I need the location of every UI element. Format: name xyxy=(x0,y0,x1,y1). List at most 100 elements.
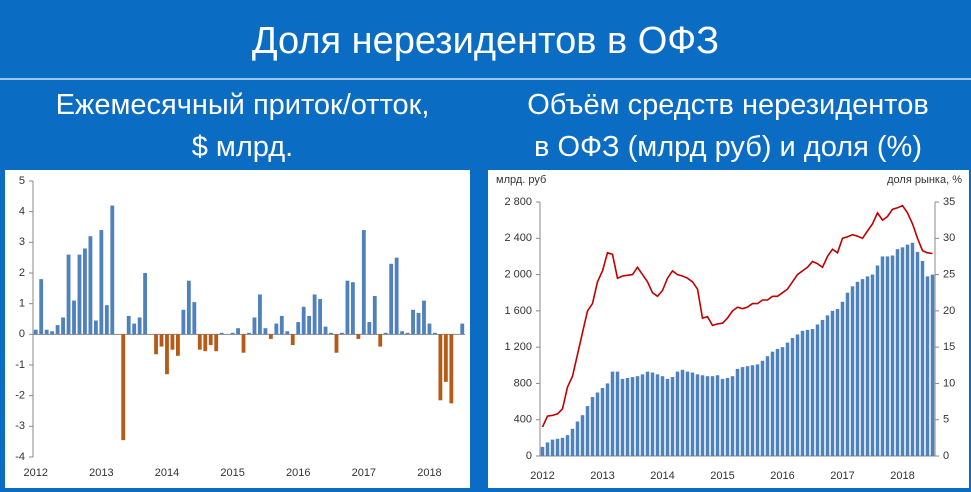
bar xyxy=(740,367,745,456)
bar xyxy=(930,274,935,456)
x-tick-label: 2015 xyxy=(220,467,244,479)
bar xyxy=(810,329,815,456)
y-tick-label: 2 800 xyxy=(504,196,532,208)
bar xyxy=(600,387,605,456)
bar xyxy=(290,334,295,346)
x-tick-label: 2017 xyxy=(830,470,854,482)
bar xyxy=(247,332,251,335)
y-tick-label: 5 xyxy=(19,175,25,187)
bar xyxy=(870,274,875,456)
bar xyxy=(625,377,630,456)
bar xyxy=(660,376,665,456)
bar xyxy=(170,334,175,350)
bar xyxy=(126,315,131,335)
bar xyxy=(438,334,443,401)
bar xyxy=(695,374,700,456)
bar xyxy=(33,329,38,335)
bar xyxy=(192,302,197,335)
y-tick-label: -4 xyxy=(15,451,25,463)
bar xyxy=(121,334,126,441)
bar xyxy=(865,276,870,456)
bar xyxy=(383,332,388,335)
bar xyxy=(890,255,895,456)
bar xyxy=(400,331,405,335)
y-tick-label: -2 xyxy=(15,390,25,402)
bar xyxy=(39,279,44,335)
bar xyxy=(372,296,377,335)
bar xyxy=(620,378,625,456)
bar xyxy=(880,256,885,456)
bar xyxy=(885,256,890,456)
y2-tick-label: 0 xyxy=(943,450,949,462)
bar xyxy=(690,372,695,456)
subtitle: Ежемесячный приток/отток, $ млрд. xyxy=(0,84,485,168)
bar xyxy=(219,332,224,335)
bar xyxy=(645,371,650,456)
bar xyxy=(720,378,725,456)
bar xyxy=(104,305,109,335)
y2-tick-label: 5 xyxy=(943,414,949,426)
x-tick-label: 2012 xyxy=(23,467,47,479)
bar xyxy=(329,332,333,335)
bar xyxy=(252,317,257,335)
y-tick-label: -1 xyxy=(15,359,25,371)
y2-tick-label: 20 xyxy=(943,305,955,317)
y2-tick-label: 10 xyxy=(943,377,955,389)
x-tick-label: 2016 xyxy=(770,470,794,482)
bar xyxy=(214,334,219,352)
bar xyxy=(725,377,730,456)
subtitle-line: $ млрд. xyxy=(191,131,294,163)
bar xyxy=(745,366,750,456)
bar xyxy=(790,338,795,456)
bar xyxy=(93,320,98,335)
bar xyxy=(258,294,262,335)
y-tick-label: 1 xyxy=(19,298,25,310)
bar xyxy=(340,332,344,335)
bar xyxy=(545,442,550,456)
bar xyxy=(350,282,355,335)
x-tick-label: 2018 xyxy=(890,470,914,482)
bar xyxy=(845,292,850,456)
bar xyxy=(279,315,284,335)
y-tick-label: 4 xyxy=(19,206,25,218)
subtitle-line: в ОФЗ (млрд руб) и доля (%) xyxy=(533,131,922,163)
bar xyxy=(915,251,920,456)
slide-title: Доля нерезидентов в ОФЗ xyxy=(0,0,971,80)
bar xyxy=(361,230,366,335)
bar xyxy=(920,260,925,456)
bar xyxy=(389,263,394,335)
bar xyxy=(318,299,323,335)
y-tick-label: 3 xyxy=(19,236,25,248)
bar xyxy=(416,312,421,335)
bar xyxy=(99,230,104,335)
bar xyxy=(44,329,49,335)
bar xyxy=(312,294,317,335)
bar xyxy=(680,369,685,456)
bar xyxy=(50,331,55,335)
y-tick-label: 1 600 xyxy=(504,305,532,317)
bar xyxy=(236,328,240,335)
bar xyxy=(110,205,115,335)
bar xyxy=(323,326,328,335)
bar xyxy=(835,309,840,456)
y-axis-label: млрд. руб xyxy=(496,174,546,186)
y2-tick-label: 25 xyxy=(943,268,955,280)
bar xyxy=(378,334,383,347)
bar xyxy=(760,360,765,456)
y-tick-label: 2 000 xyxy=(504,268,532,280)
bar xyxy=(795,334,800,456)
bar xyxy=(635,376,640,456)
bar xyxy=(925,276,930,456)
chart: 0 400 800 1 200 1 600 2 000 2 400 2 800 0 5 10 15 20… xyxy=(488,170,969,488)
bar xyxy=(88,236,93,335)
bar xyxy=(805,329,810,456)
y-tick-label: 400 xyxy=(514,414,532,426)
bar xyxy=(590,397,595,456)
bar xyxy=(433,332,437,335)
x-tick-label: 2013 xyxy=(89,467,113,479)
bar xyxy=(595,392,600,456)
bar xyxy=(705,376,710,456)
bar xyxy=(565,435,570,456)
x-tick-label: 2013 xyxy=(590,470,614,482)
bar xyxy=(770,351,775,456)
